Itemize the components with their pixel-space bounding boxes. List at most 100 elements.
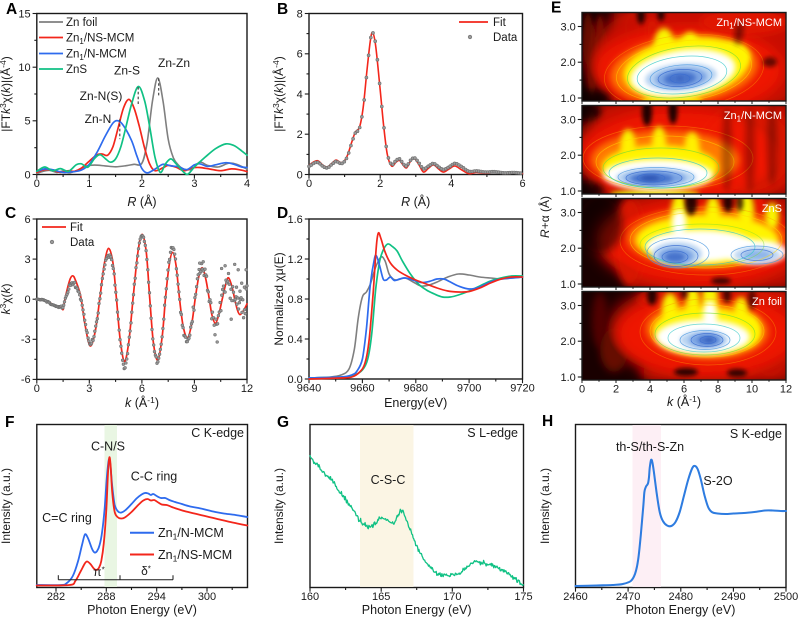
svg-text:165: 165 bbox=[372, 591, 390, 603]
svg-text:B: B bbox=[277, 1, 288, 18]
svg-text:ZnS: ZnS bbox=[66, 64, 87, 76]
svg-text:0: 0 bbox=[306, 178, 312, 190]
svg-text:C-S-C: C-S-C bbox=[371, 473, 406, 487]
svg-text:2490: 2490 bbox=[721, 591, 745, 603]
svg-text:Zn1/NS-MCM: Zn1/NS-MCM bbox=[66, 33, 134, 47]
svg-text:3.0: 3.0 bbox=[561, 300, 576, 312]
svg-text:R (Å): R (Å) bbox=[401, 194, 430, 209]
svg-text:3: 3 bbox=[24, 254, 30, 266]
svg-text:1.2: 1.2 bbox=[288, 254, 303, 266]
svg-text:4: 4 bbox=[448, 178, 454, 190]
svg-text:Intensity (a.u.): Intensity (a.u.) bbox=[272, 468, 286, 544]
svg-text:9700: 9700 bbox=[457, 383, 481, 395]
svg-text:2: 2 bbox=[377, 178, 383, 190]
svg-text:3: 3 bbox=[86, 383, 92, 395]
svg-text:10: 10 bbox=[746, 384, 758, 396]
svg-text:12: 12 bbox=[241, 383, 253, 395]
svg-text:Intensity (a.u.): Intensity (a.u.) bbox=[538, 468, 552, 544]
svg-text:5: 5 bbox=[24, 116, 30, 128]
svg-text:2.0: 2.0 bbox=[561, 150, 576, 162]
svg-text:4: 4 bbox=[647, 384, 653, 396]
svg-text:C: C bbox=[5, 205, 16, 222]
svg-text:0: 0 bbox=[24, 294, 30, 306]
svg-text:3: 3 bbox=[191, 178, 197, 190]
svg-text:k (Å-1): k (Å-1) bbox=[667, 394, 701, 409]
svg-text:0: 0 bbox=[24, 169, 30, 181]
svg-text:Normalized χμ(E): Normalized χμ(E) bbox=[272, 252, 286, 345]
svg-text:Zn-S: Zn-S bbox=[114, 64, 140, 78]
svg-text:3.0: 3.0 bbox=[561, 21, 576, 33]
svg-text:10: 10 bbox=[18, 62, 30, 74]
svg-text:2460: 2460 bbox=[563, 591, 587, 603]
svg-text:1.0: 1.0 bbox=[561, 186, 576, 198]
svg-text:C=C ring: C=C ring bbox=[42, 511, 92, 525]
svg-text:1.6: 1.6 bbox=[288, 214, 303, 226]
svg-text:9660: 9660 bbox=[350, 383, 374, 395]
svg-text:Zn1/N-MCM: Zn1/N-MCM bbox=[158, 526, 224, 542]
svg-text:282: 282 bbox=[47, 591, 65, 603]
svg-text:12: 12 bbox=[780, 384, 792, 396]
svg-text:A: A bbox=[6, 1, 17, 18]
svg-text:1.0: 1.0 bbox=[561, 372, 576, 384]
svg-text:300: 300 bbox=[198, 591, 216, 603]
svg-text:Energy(eV): Energy(eV) bbox=[384, 396, 447, 410]
svg-text:Zn foil: Zn foil bbox=[66, 17, 97, 29]
svg-text:D: D bbox=[277, 205, 288, 222]
svg-text:δ*: δ* bbox=[141, 564, 151, 578]
svg-text:9: 9 bbox=[191, 383, 197, 395]
svg-text:0: 0 bbox=[34, 178, 40, 190]
svg-text:Data: Data bbox=[70, 237, 95, 249]
svg-text:6: 6 bbox=[681, 384, 687, 396]
svg-text:2500: 2500 bbox=[774, 591, 798, 603]
svg-text:1.0: 1.0 bbox=[561, 93, 576, 105]
svg-text:Intensity (a.u.): Intensity (a.u.) bbox=[0, 468, 13, 544]
svg-text:C-C ring: C-C ring bbox=[131, 470, 178, 484]
svg-text:S K-edge: S K-edge bbox=[730, 427, 782, 441]
svg-text:2470: 2470 bbox=[616, 591, 640, 603]
svg-text:Photon Energy (eV): Photon Energy (eV) bbox=[362, 603, 472, 617]
svg-text:0: 0 bbox=[579, 384, 585, 396]
svg-text:Zn1/N-MCM: Zn1/N-MCM bbox=[66, 49, 127, 63]
svg-text:15: 15 bbox=[18, 8, 30, 20]
svg-text:0.8: 0.8 bbox=[288, 294, 303, 306]
svg-text:G: G bbox=[277, 414, 289, 431]
svg-text:1: 1 bbox=[86, 178, 92, 190]
svg-text:6: 6 bbox=[24, 214, 30, 226]
svg-text:0: 0 bbox=[297, 169, 303, 181]
svg-text:Fit: Fit bbox=[493, 17, 507, 29]
svg-text:2.0: 2.0 bbox=[561, 57, 576, 69]
svg-text:Zn-N(S): Zn-N(S) bbox=[80, 89, 123, 103]
svg-text:2.0: 2.0 bbox=[561, 336, 576, 348]
svg-text:6: 6 bbox=[519, 178, 525, 190]
svg-text:k (Å-1): k (Å-1) bbox=[125, 395, 159, 410]
svg-text:6: 6 bbox=[139, 383, 145, 395]
svg-text:4: 4 bbox=[297, 89, 303, 101]
svg-text:k3χ(k): k3χ(k) bbox=[0, 283, 13, 314]
svg-text:Photon Energy (eV): Photon Energy (eV) bbox=[87, 603, 197, 617]
svg-text:Zn foil: Zn foil bbox=[752, 296, 782, 308]
svg-text:F: F bbox=[5, 414, 14, 431]
svg-text:-6: -6 bbox=[21, 374, 31, 386]
svg-text:Zn1/N-MCM: Zn1/N-MCM bbox=[724, 110, 782, 123]
svg-text:C K-edge: C K-edge bbox=[191, 426, 244, 440]
svg-text:8: 8 bbox=[297, 8, 303, 20]
svg-text:Zn1/NS-MCM: Zn1/NS-MCM bbox=[158, 548, 232, 564]
svg-text:R+α (Å): R+α (Å) bbox=[537, 196, 552, 238]
svg-text:4: 4 bbox=[244, 178, 250, 190]
svg-text:175: 175 bbox=[514, 591, 532, 603]
svg-text:C-N/S: C-N/S bbox=[91, 440, 125, 454]
svg-text:S L-edge: S L-edge bbox=[467, 426, 518, 440]
svg-text:Data: Data bbox=[493, 32, 518, 44]
svg-text:6: 6 bbox=[297, 49, 303, 61]
svg-text:9680: 9680 bbox=[404, 383, 428, 395]
svg-text:H: H bbox=[542, 413, 553, 430]
svg-text:2480: 2480 bbox=[669, 591, 693, 603]
svg-text:3.0: 3.0 bbox=[561, 207, 576, 219]
svg-text:0.4: 0.4 bbox=[288, 334, 303, 346]
svg-text:Zn-Zn: Zn-Zn bbox=[158, 56, 190, 70]
svg-text:1.0: 1.0 bbox=[561, 279, 576, 291]
svg-text:8: 8 bbox=[715, 384, 721, 396]
svg-text:2.0: 2.0 bbox=[561, 243, 576, 255]
svg-text:th-S/th-S-Zn: th-S/th-S-Zn bbox=[616, 440, 684, 454]
svg-text:2: 2 bbox=[297, 129, 303, 141]
